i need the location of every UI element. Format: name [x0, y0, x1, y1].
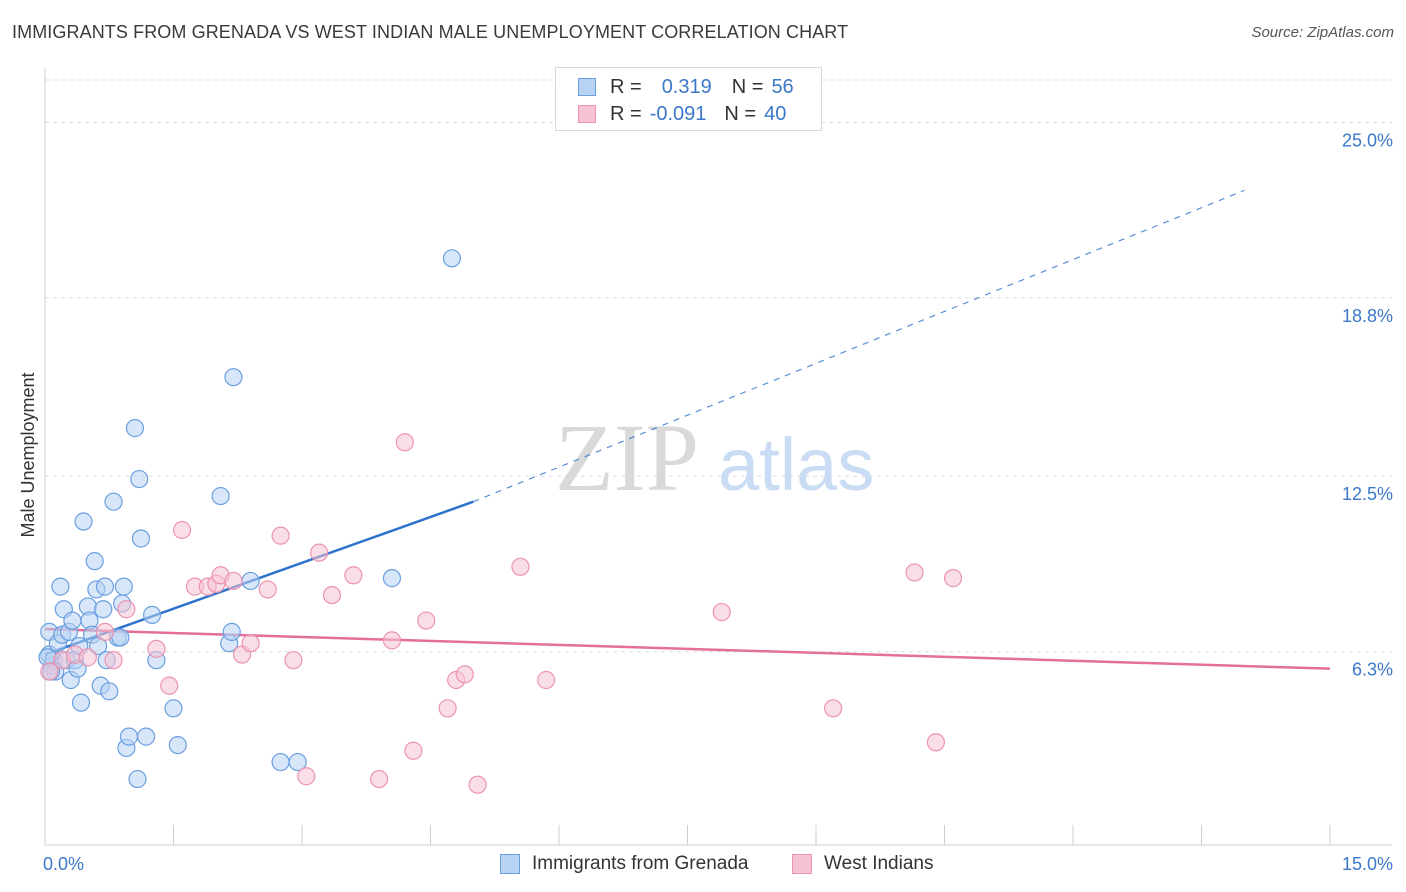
legend: R = 0.319 N = 56 R = -0.091 N = 40	[555, 67, 822, 131]
west-indians-point	[117, 600, 136, 619]
y-tick-label: 18.8%	[1342, 306, 1393, 326]
west-indians-point	[905, 563, 924, 582]
grenada-point	[85, 552, 104, 571]
y-tick-label: 6.3%	[1352, 660, 1393, 680]
west-indians-point	[40, 662, 59, 681]
watermark-atlas: atlas	[718, 423, 874, 506]
grenada-point	[168, 735, 187, 755]
bottom-legend-swatch-blue	[500, 854, 520, 874]
y-axis-label: Male Unemployment	[18, 372, 38, 537]
grenada-point	[100, 682, 119, 701]
west-indians-point	[78, 648, 97, 667]
west-indians-point	[172, 520, 192, 540]
legend-row-west-indians: R = -0.091 N = 40	[578, 102, 786, 126]
grenada-point	[94, 600, 113, 619]
grenada-point	[131, 529, 151, 548]
west-indians-point	[160, 676, 179, 695]
legend-n-label: N =	[731, 75, 764, 98]
west-indians-point	[537, 670, 556, 690]
legend-r-value: 0.319	[661, 75, 712, 98]
west-indians-point	[297, 767, 316, 786]
bottom-legend-swatch-pink	[792, 854, 812, 874]
west-indians-point	[926, 733, 946, 752]
west-indians-point	[511, 557, 530, 576]
west-indians-point	[824, 699, 843, 718]
legend-n-value: 40	[764, 102, 787, 125]
west-indians-point	[95, 622, 115, 641]
grenada-point	[128, 769, 147, 789]
grenada-point	[119, 727, 139, 746]
grenada-point	[71, 693, 91, 712]
west-indians-point	[370, 769, 389, 789]
bottom-legend-label-grenada: Immigrants from Grenada	[532, 853, 749, 874]
grenada-point	[164, 699, 183, 718]
legend-swatch-blue	[578, 78, 596, 96]
grenada-point	[271, 752, 290, 772]
west-indians-point	[382, 631, 402, 650]
tick-labels: 6.3% 12.5% 18.8% 25.0% 0.0% 15.0%	[43, 130, 1393, 874]
grenada-point	[104, 492, 123, 511]
legend-swatch-pink	[578, 105, 596, 123]
axes	[44, 68, 1392, 846]
west-indians-point	[395, 433, 414, 452]
grenada-point	[241, 571, 260, 591]
grenada-point	[442, 249, 462, 268]
grenada-point	[114, 577, 133, 596]
bottom-legend-west-indians: West Indians	[792, 852, 933, 876]
west-indians-point	[147, 639, 166, 658]
west-indians-trend-line	[44, 627, 1331, 670]
grenada-point	[130, 469, 149, 489]
grid-lines	[45, 79, 1392, 653]
west-indians-point	[284, 651, 303, 670]
west-indians-point	[943, 569, 963, 588]
west-indians-point	[104, 651, 123, 670]
grenada-point	[222, 622, 241, 641]
west-indians-point	[224, 571, 243, 591]
grenada-point	[288, 752, 307, 772]
x-tick-label: 15.0%	[1342, 854, 1393, 874]
grenada-point	[51, 577, 70, 596]
legend-r-label: R =	[610, 102, 642, 125]
grenada-point	[211, 486, 230, 506]
grenada-point	[382, 569, 402, 588]
west-indians-point	[310, 543, 329, 562]
west-indians-point	[241, 634, 260, 653]
west-indians-point	[258, 580, 277, 599]
data-points	[38, 249, 963, 794]
grenada-point	[111, 628, 130, 647]
legend-r-label: R =	[610, 75, 642, 98]
grenada-point	[136, 727, 156, 746]
grenada-point	[74, 512, 93, 531]
west-indians-point	[468, 775, 487, 794]
grenada-point	[95, 577, 115, 596]
y-tick-label: 12.5%	[1342, 484, 1393, 504]
west-indians-point	[712, 602, 731, 622]
grenada-point	[63, 611, 82, 630]
west-indians-point	[417, 611, 436, 630]
legend-r-value: -0.091	[649, 102, 707, 125]
source-label: Source: ZipAtlas.com	[1251, 24, 1394, 41]
x-tick-label: 0.0%	[43, 854, 84, 874]
bottom-legend-grenada: Immigrants from Grenada	[500, 852, 748, 876]
legend-n-value: 56	[771, 75, 794, 98]
grenada-point	[125, 419, 145, 438]
grenada-point	[142, 605, 162, 625]
west-indians-point	[322, 585, 342, 605]
west-indians-point	[344, 566, 363, 585]
bottom-legend-label-west-indians: West Indians	[824, 853, 934, 874]
west-indians-point	[404, 741, 423, 760]
y-tick-label: 25.0%	[1342, 130, 1393, 150]
west-indians-point	[271, 526, 290, 545]
watermark-zip: ZIP	[555, 404, 699, 511]
west-indians-point	[438, 699, 457, 718]
watermark: ZIP atlas	[555, 404, 874, 511]
legend-n-label: N =	[724, 102, 757, 125]
west-indians-point	[455, 665, 474, 684]
legend-row-grenada: R = 0.319 N = 56	[578, 75, 794, 99]
grenada-point	[224, 368, 243, 387]
chart-title: IMMIGRANTS FROM GRENADA VS WEST INDIAN M…	[12, 22, 849, 42]
